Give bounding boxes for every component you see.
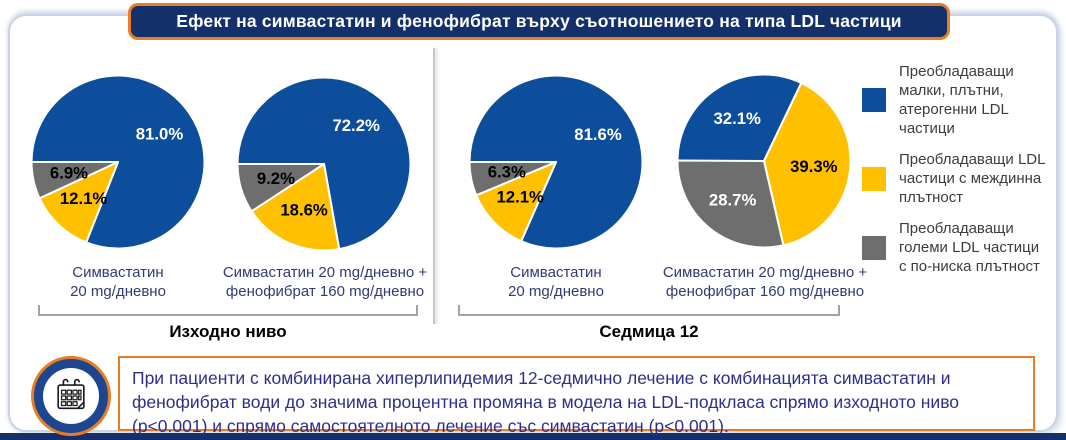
- week12-group-bracket: [458, 305, 840, 316]
- svg-text:9.2%: 9.2%: [257, 169, 295, 188]
- week12-group-label: Седмица 12: [599, 322, 699, 341]
- legend-item-intermediate-ldl: Преобладаващи LDL частици с междинна плъ…: [862, 150, 1058, 207]
- callout-icon-badge: [31, 356, 111, 436]
- pie-baseline-combination: 72.2% 18.6% 9.2%: [231, 71, 417, 257]
- pie-caption: Симвастатин 20 mg/дневно: [70, 264, 166, 300]
- svg-text:6.9%: 6.9%: [50, 163, 88, 182]
- page-title: Ефект на симвастатин и фенофибрат върху …: [128, 3, 950, 40]
- pie-caption: Симвастатин 20 mg/дневно + фенофибрат 16…: [222, 264, 428, 300]
- conclusion-callout: При пациенти с комбинирана хиперлипидеми…: [118, 356, 1035, 436]
- pie-caption: Симвастатин 20 mg/дневно + фенофибрат 16…: [662, 264, 868, 300]
- pie-week12-simvastatin: 81.6% 12.1% 6.3%: [463, 69, 649, 255]
- pie-baseline-simvastatin: 81.0% 12.1% 6.9%: [25, 69, 211, 255]
- legend-item-small-dense-ldl: Преобладаващи малки, плътни, атерогенни …: [862, 62, 1058, 138]
- svg-text:18.6%: 18.6%: [280, 201, 328, 220]
- group-divider: [433, 48, 435, 324]
- svg-text:12.1%: 12.1%: [60, 189, 108, 208]
- page-title-text: Ефект на симвастатин и фенофибрат върху …: [176, 11, 902, 31]
- pie-week12-combination: 32.1% 39.3% 28.7%: [671, 68, 857, 254]
- conclusion-text: При пациенти с комбинирана хиперлипидеми…: [132, 368, 960, 436]
- legend: Преобладаващи малки, плътни, атерогенни …: [862, 62, 1058, 288]
- callout-icon-inner: [43, 368, 99, 424]
- legend-label: Преобладаващи малки, плътни, атерогенни …: [899, 63, 1014, 137]
- blue-swatch-icon: [862, 88, 886, 112]
- svg-text:72.2%: 72.2%: [332, 116, 380, 135]
- legend-label: Преобладаващи големи LDL частици с по-ни…: [899, 220, 1040, 275]
- baseline-group-label: Изходно ниво: [169, 322, 287, 341]
- svg-text:32.1%: 32.1%: [713, 109, 761, 128]
- svg-text:12.1%: 12.1%: [496, 188, 544, 207]
- yellow-swatch-icon: [862, 166, 886, 191]
- legend-item-large-ldl: Преобладаващи големи LDL частици с по-ни…: [862, 219, 1058, 276]
- baseline-group-bracket: [38, 305, 418, 316]
- svg-text:39.3%: 39.3%: [790, 157, 838, 176]
- svg-text:81.0%: 81.0%: [136, 124, 184, 143]
- bottom-accent-bar: [0, 433, 1066, 440]
- calendar-icon: [57, 378, 85, 410]
- svg-text:81.6%: 81.6%: [574, 125, 622, 144]
- gray-swatch-icon: [862, 235, 886, 260]
- svg-text:6.3%: 6.3%: [488, 162, 526, 181]
- legend-label: Преобладаващи LDL частици с междинна плъ…: [899, 151, 1046, 206]
- svg-text:28.7%: 28.7%: [709, 191, 757, 210]
- pie-caption: Симвастатин 20 mg/дневно: [508, 264, 604, 300]
